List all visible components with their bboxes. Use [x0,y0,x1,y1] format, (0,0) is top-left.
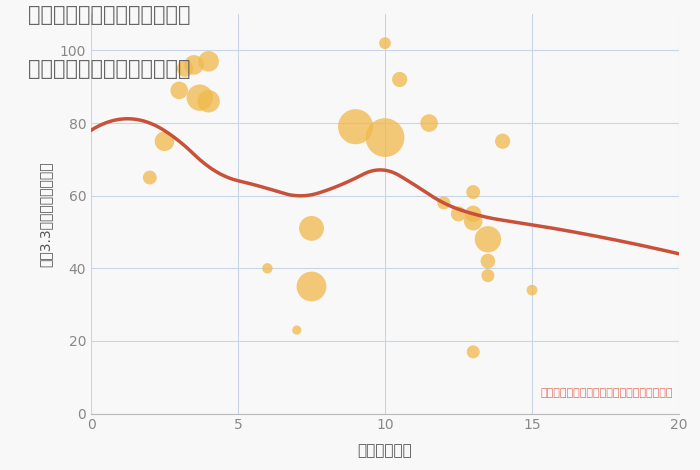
Point [159,137,170,145]
Point [350,123,361,131]
Point [188,61,199,69]
Point [203,97,214,105]
Point [291,326,302,334]
Point [262,265,273,272]
Point [144,174,155,181]
Point [379,39,391,47]
Point [468,217,479,225]
Point [394,76,405,83]
Point [174,86,185,94]
Point [468,188,479,196]
Point [194,94,205,102]
Point [482,235,493,243]
Point [306,225,317,232]
Text: 円の大きさは、取引のあった物件面積を示す: 円の大きさは、取引のあった物件面積を示す [540,388,673,398]
Point [203,57,214,65]
Point [482,272,493,279]
Point [482,257,493,265]
Point [453,210,464,218]
Point [497,137,508,145]
Point [424,119,435,127]
Point [306,283,317,290]
Point [379,134,391,141]
Point [526,286,538,294]
Point [468,348,479,356]
X-axis label: 駅距離（分）: 駅距離（分） [358,444,412,459]
Text: 三重県桑名市多度町南之郷の: 三重県桑名市多度町南之郷の [28,5,190,25]
Point [468,210,479,218]
Text: 駅距離別中古マンション価格: 駅距離別中古マンション価格 [28,59,190,79]
Point [438,199,449,207]
Y-axis label: 坪（3.3㎡）単価（万円）: 坪（3.3㎡）単価（万円） [38,161,52,266]
Point [179,65,190,72]
